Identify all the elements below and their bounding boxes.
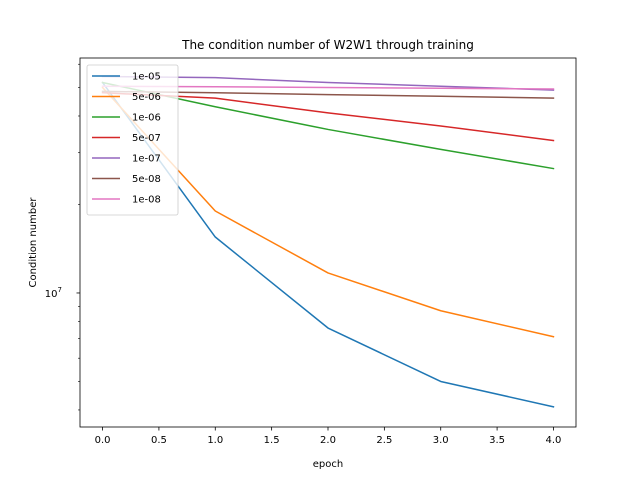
- legend-label-1e-07: 1e-07: [132, 154, 161, 165]
- legend-box: [86, 64, 179, 216]
- x-tick-label: 2.0: [320, 435, 336, 446]
- legend: 1e-05 5e-06 1e-06 5e-07 1e-07 5e-08 1e-08: [86, 64, 179, 216]
- legend-label-1e-06: 1e-06: [132, 113, 161, 124]
- x-tick-label: 1.0: [207, 435, 223, 446]
- y-axis-title: Condition number: [28, 197, 39, 288]
- x-tick-label: 0.5: [151, 435, 167, 446]
- legend-label-5e-07: 5e-07: [132, 133, 161, 144]
- legend-items: 1e-05 5e-06 1e-06 5e-07 1e-07 5e-08 1e-08: [92, 72, 161, 206]
- x-axis: 0.0 0.5 1.0 1.5 2.0 2.5 3.0 3.5 4.0: [95, 427, 562, 446]
- x-tick-label: 1.5: [264, 435, 280, 446]
- x-axis-title: epoch: [313, 459, 343, 470]
- chart-title: The condition number of W2W1 through tra…: [181, 38, 474, 52]
- legend-label-1e-08: 1e-08: [132, 195, 161, 206]
- x-tick-label: 3.0: [433, 435, 449, 446]
- legend-label-5e-06: 5e-06: [132, 92, 161, 103]
- legend-label-1e-05: 1e-05: [132, 72, 161, 83]
- legend-label-5e-08: 5e-08: [132, 174, 161, 185]
- x-tick-label: 0.0: [95, 435, 111, 446]
- x-tick-label: 4.0: [546, 435, 562, 446]
- x-tick-label: 2.5: [376, 435, 392, 446]
- y-tick-label-exponent: 7: [58, 286, 62, 294]
- x-tick-label: 3.5: [489, 435, 505, 446]
